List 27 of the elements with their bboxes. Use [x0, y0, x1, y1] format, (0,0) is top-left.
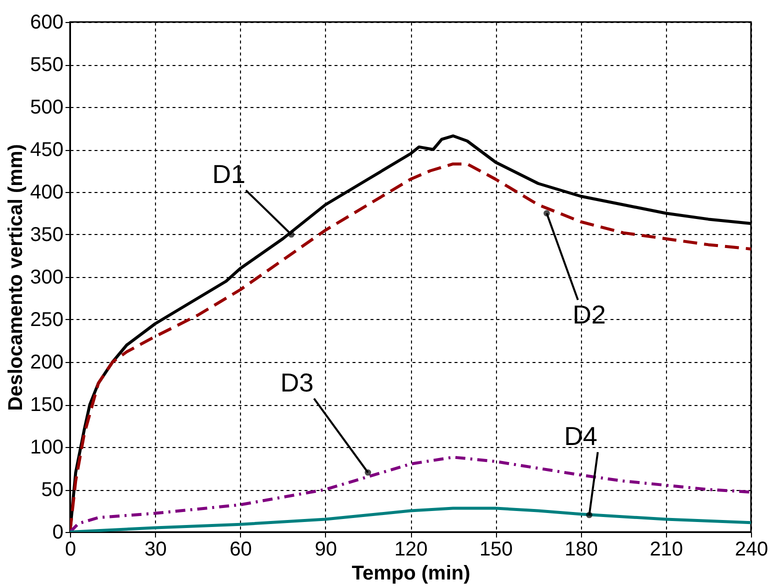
y-tick-label: 550: [30, 54, 64, 76]
y-tick-label: 600: [30, 12, 64, 34]
annotation: D3: [280, 367, 314, 398]
y-tick-label: 350: [30, 224, 64, 246]
x-tick-label: 120: [394, 538, 428, 560]
x-tick-label: 210: [650, 538, 684, 560]
x-tick-label: 90: [314, 538, 337, 560]
annotation: D4: [564, 420, 598, 451]
y-tick-label: 100: [30, 436, 64, 458]
y-tick-label: 450: [30, 139, 64, 161]
y-axis-title: Deslocamento vertical (mm): [5, 144, 28, 411]
x-tick-label: 150: [479, 538, 513, 560]
x-tick-label: 240: [734, 538, 768, 560]
y-tick-label: 0: [52, 522, 64, 544]
x-tick-label: 180: [564, 538, 598, 560]
y-tick-label: 400: [30, 182, 64, 204]
annotation: D2: [572, 299, 606, 330]
x-axis-title: Tempo (min): [352, 562, 470, 584]
y-tick-label: 50: [41, 479, 64, 501]
x-tick-label: 60: [230, 538, 252, 560]
x-tick-label: 30: [144, 538, 167, 560]
annotation: D1: [212, 159, 246, 189]
y-tick-label: 300: [30, 266, 64, 288]
y-tick-label: 250: [30, 309, 64, 331]
y-tick-label: 200: [30, 352, 64, 374]
y-tick-label: 150: [30, 394, 64, 416]
y-tick-label: 500: [30, 96, 64, 118]
